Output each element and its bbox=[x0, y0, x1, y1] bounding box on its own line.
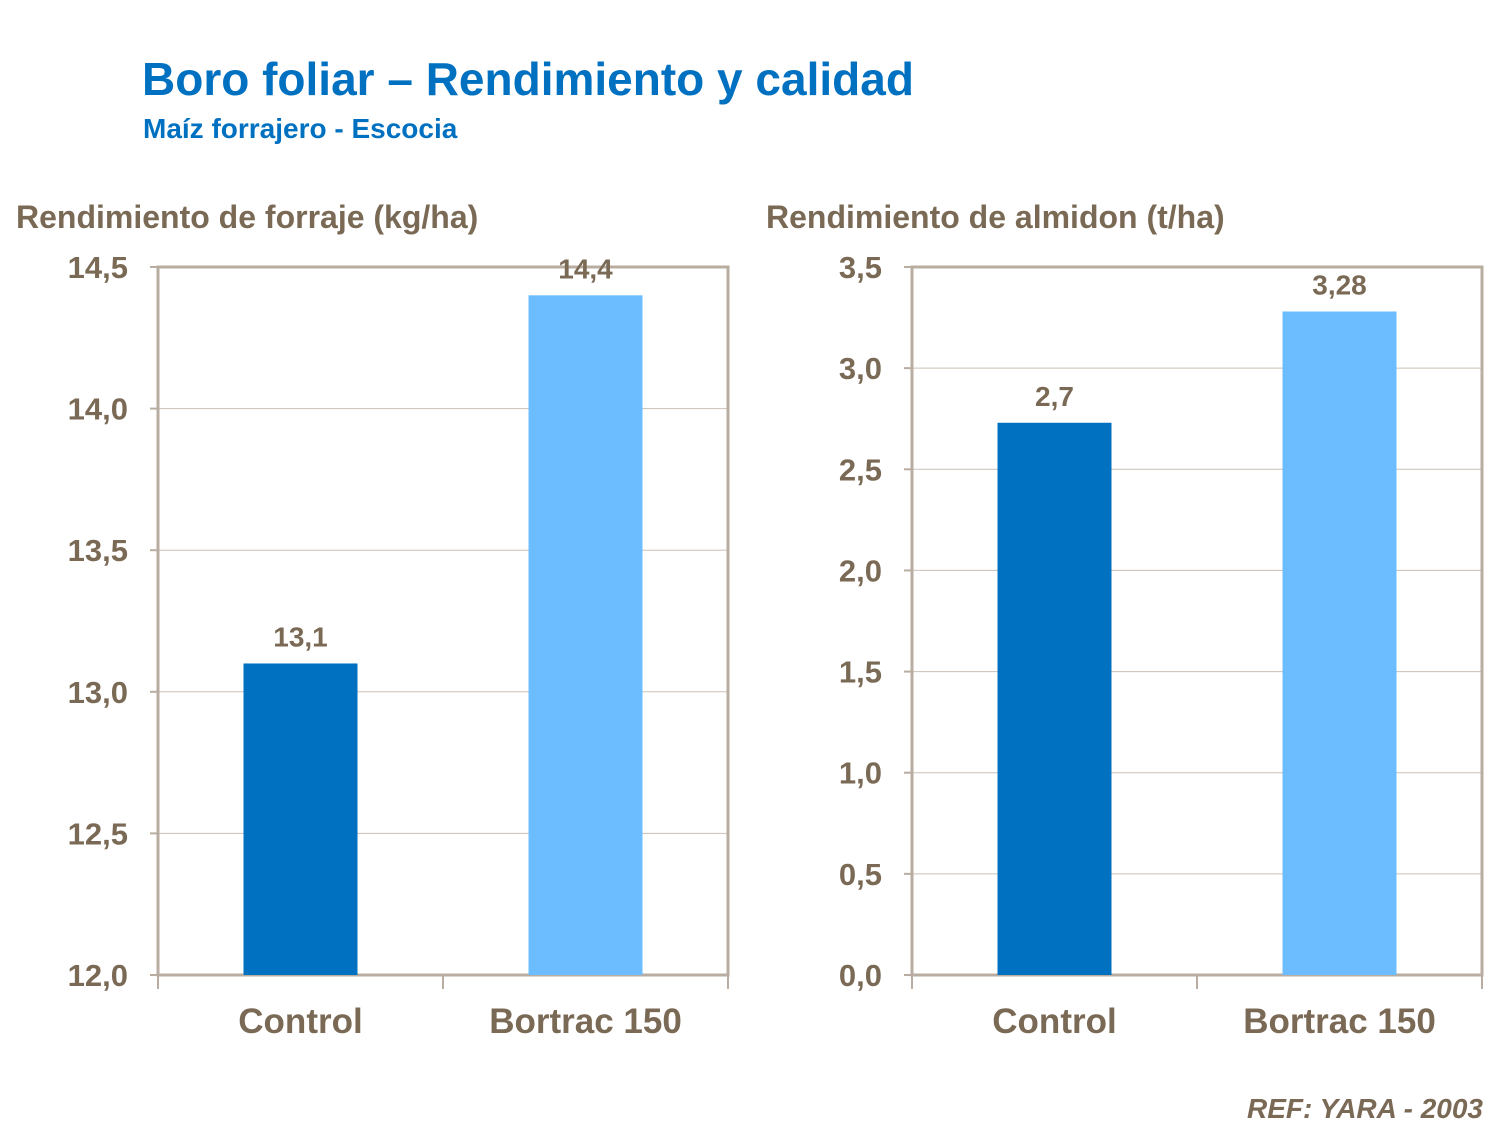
bar-bortrac bbox=[528, 295, 643, 975]
x-category-label: Control bbox=[992, 1002, 1116, 1041]
y-tick-label: 13,0 bbox=[68, 675, 128, 710]
y-tick-label: 14,5 bbox=[68, 250, 128, 285]
chart-title: Rendimiento de almidon (t/ha) bbox=[766, 199, 1225, 235]
y-tick-label: 0,0 bbox=[839, 958, 882, 993]
bar-control bbox=[243, 663, 358, 975]
y-tick-label: 2,5 bbox=[839, 452, 882, 487]
x-category-label: Bortrac 150 bbox=[1243, 1002, 1436, 1041]
bar-bortrac bbox=[1282, 311, 1397, 975]
data-label: 2,7 bbox=[1035, 381, 1074, 412]
y-tick-label: 12,5 bbox=[68, 816, 128, 851]
x-category-label: Control bbox=[238, 1002, 362, 1041]
y-tick-label: 3,5 bbox=[839, 250, 882, 285]
y-tick-label: 1,5 bbox=[839, 655, 882, 690]
y-tick-label: 13,5 bbox=[68, 533, 128, 568]
chart-title: Rendimiento de forraje (kg/ha) bbox=[16, 199, 478, 235]
reference: REF: YARA - 2003 bbox=[1247, 1093, 1483, 1124]
y-tick-label: 0,5 bbox=[839, 857, 882, 892]
y-tick-label: 14,0 bbox=[68, 392, 128, 427]
data-label: 3,28 bbox=[1312, 270, 1367, 301]
data-label: 14,4 bbox=[558, 253, 613, 284]
data-label: 13,1 bbox=[273, 621, 328, 652]
page-subtitle: Maíz forrajero - Escocia bbox=[143, 113, 458, 144]
bar-control bbox=[997, 422, 1112, 975]
y-tick-label: 1,0 bbox=[839, 756, 882, 791]
y-tick-label: 2,0 bbox=[839, 553, 882, 588]
x-category-label: Bortrac 150 bbox=[489, 1002, 682, 1041]
page-title: Boro foliar – Rendimiento y calidad bbox=[142, 53, 914, 105]
y-tick-label: 3,0 bbox=[839, 351, 882, 386]
y-tick-label: 12,0 bbox=[68, 958, 128, 993]
